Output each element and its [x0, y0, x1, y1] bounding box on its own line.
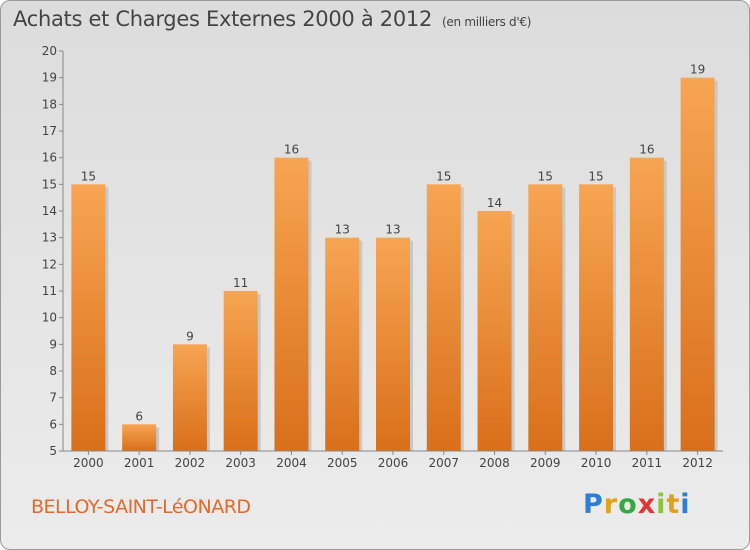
x-tick-label: 2009	[530, 456, 561, 470]
x-tick-label: 2000	[73, 456, 104, 470]
y-tick-label: 10	[42, 311, 57, 325]
data-label: 15	[81, 169, 96, 183]
bar	[172, 344, 207, 451]
data-label: 15	[588, 169, 603, 183]
x-tick-label: 2007	[428, 456, 459, 470]
x-tick-label: 2003	[225, 456, 256, 470]
city-name: BELLOY-SAINT-LéONARD	[31, 496, 251, 518]
x-tick-label: 2001	[124, 456, 155, 470]
data-label: 16	[284, 143, 299, 157]
data-label: 19	[690, 63, 705, 77]
bar	[122, 424, 157, 451]
data-label: 11	[233, 276, 248, 290]
brand-letter: x	[637, 489, 657, 520]
data-label: 14	[487, 196, 502, 210]
x-tick-label: 2002	[175, 456, 206, 470]
bar	[71, 184, 106, 452]
y-tick-label: 14	[42, 204, 57, 218]
brand-logo[interactable]: Proxiti	[583, 489, 691, 520]
data-label: 6	[135, 409, 143, 423]
y-tick-label: 7	[49, 391, 57, 405]
data-label: 13	[385, 223, 400, 237]
chart-title: Achats et Charges Externes 2000 à 2012 (e…	[13, 7, 531, 31]
brand-letter: i	[680, 489, 691, 520]
y-tick-label: 5	[49, 444, 57, 458]
bar	[325, 237, 360, 451]
bar	[274, 157, 309, 451]
bar	[426, 184, 461, 452]
brand-letter: t	[666, 489, 681, 520]
bar	[680, 77, 715, 452]
x-tick-label: 2008	[479, 456, 510, 470]
y-tick-label: 17	[42, 124, 57, 138]
y-tick-label: 15	[42, 177, 57, 191]
brand-letter: o	[618, 489, 638, 520]
y-tick-label: 9	[49, 337, 57, 351]
y-tick-label: 13	[42, 231, 57, 245]
title-text: Achats et Charges Externes 2000 à 2012	[13, 7, 433, 31]
y-tick-label: 20	[42, 44, 57, 58]
bar	[223, 291, 258, 451]
y-tick-label: 6	[49, 417, 57, 431]
x-tick-label: 2004	[276, 456, 307, 470]
y-tick-label: 19	[42, 71, 57, 85]
bar	[629, 157, 664, 451]
x-tick-label: 2011	[632, 456, 663, 470]
y-tick-label: 16	[42, 151, 57, 165]
x-tick-label: 2005	[327, 456, 358, 470]
y-tick-label: 18	[42, 97, 57, 111]
data-label: 15	[538, 169, 553, 183]
data-label: 9	[186, 329, 194, 343]
data-label: 15	[436, 169, 451, 183]
bar	[528, 184, 563, 452]
x-tick-label: 2012	[682, 456, 713, 470]
data-label: 13	[335, 223, 350, 237]
y-tick-label: 11	[42, 284, 57, 298]
bar	[579, 184, 614, 452]
y-tick-label: 8	[49, 364, 57, 378]
x-tick-label: 2010	[581, 456, 612, 470]
y-tick-label: 12	[42, 257, 57, 271]
brand-letter: P	[583, 489, 604, 520]
unit-note: (en milliers d'€)	[442, 15, 532, 29]
data-label: 16	[639, 143, 654, 157]
x-tick-label: 2006	[378, 456, 409, 470]
brand-letter: i	[656, 489, 667, 520]
bar	[477, 211, 512, 451]
bar	[376, 237, 410, 451]
brand-letter: r	[603, 489, 619, 520]
